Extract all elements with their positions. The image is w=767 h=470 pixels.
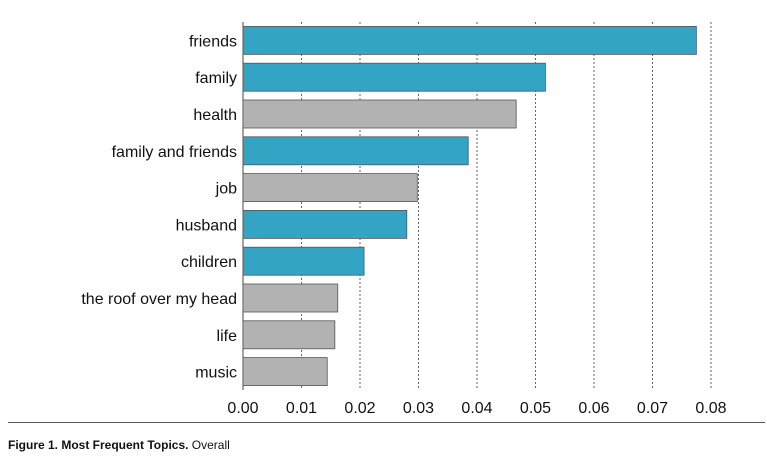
x-tick-label: 0.03 [403, 400, 434, 417]
bar-husband [242, 209, 408, 239]
bar-friends [242, 25, 697, 55]
bar-family [242, 62, 546, 92]
category-label: family and friends [112, 144, 237, 161]
x-tick-label: 0.00 [227, 400, 258, 417]
category-label: music [195, 365, 237, 382]
x-tick-label: 0.08 [695, 400, 726, 417]
x-tick-label: 0.01 [286, 400, 317, 417]
category-label: family [195, 70, 237, 87]
caption-text: Overall [188, 438, 230, 452]
x-tick-label: 0.02 [344, 400, 375, 417]
category-label: life [217, 328, 238, 345]
x-axis-ticks: 0.00 0.01 0.02 0.03 0.04 0.05 0.06 0.07 0.08 [227, 400, 726, 417]
category-label: health [193, 107, 237, 124]
bar-life [242, 320, 336, 350]
category-label: husband [176, 217, 237, 234]
x-tick-label: 0.05 [520, 400, 551, 417]
bar-music [242, 357, 328, 387]
caption-label: Figure 1. Most Frequent Topics. [8, 438, 189, 452]
category-labels: friends family health family and friends job… [81, 33, 237, 381]
category-label: children [181, 254, 237, 271]
bar-family-and-friends [242, 136, 469, 166]
category-label: friends [189, 33, 237, 50]
x-tick-label: 0.06 [578, 400, 609, 417]
bar-the-roof-over-my-head [242, 283, 339, 313]
figure-caption: Figure 1. Most Frequent Topics. Overall [8, 438, 230, 452]
category-label: job [215, 181, 237, 198]
x-tick-label: 0.04 [461, 400, 492, 417]
bar-health [242, 99, 517, 129]
bar-chart: friends family health family and friends job… [81, 22, 727, 417]
caption-divider [8, 422, 765, 423]
bar-children [242, 246, 365, 276]
bar-job [242, 173, 418, 203]
x-tick-label: 0.07 [637, 400, 668, 417]
category-label: the roof over my head [81, 291, 237, 308]
bars [242, 25, 697, 387]
